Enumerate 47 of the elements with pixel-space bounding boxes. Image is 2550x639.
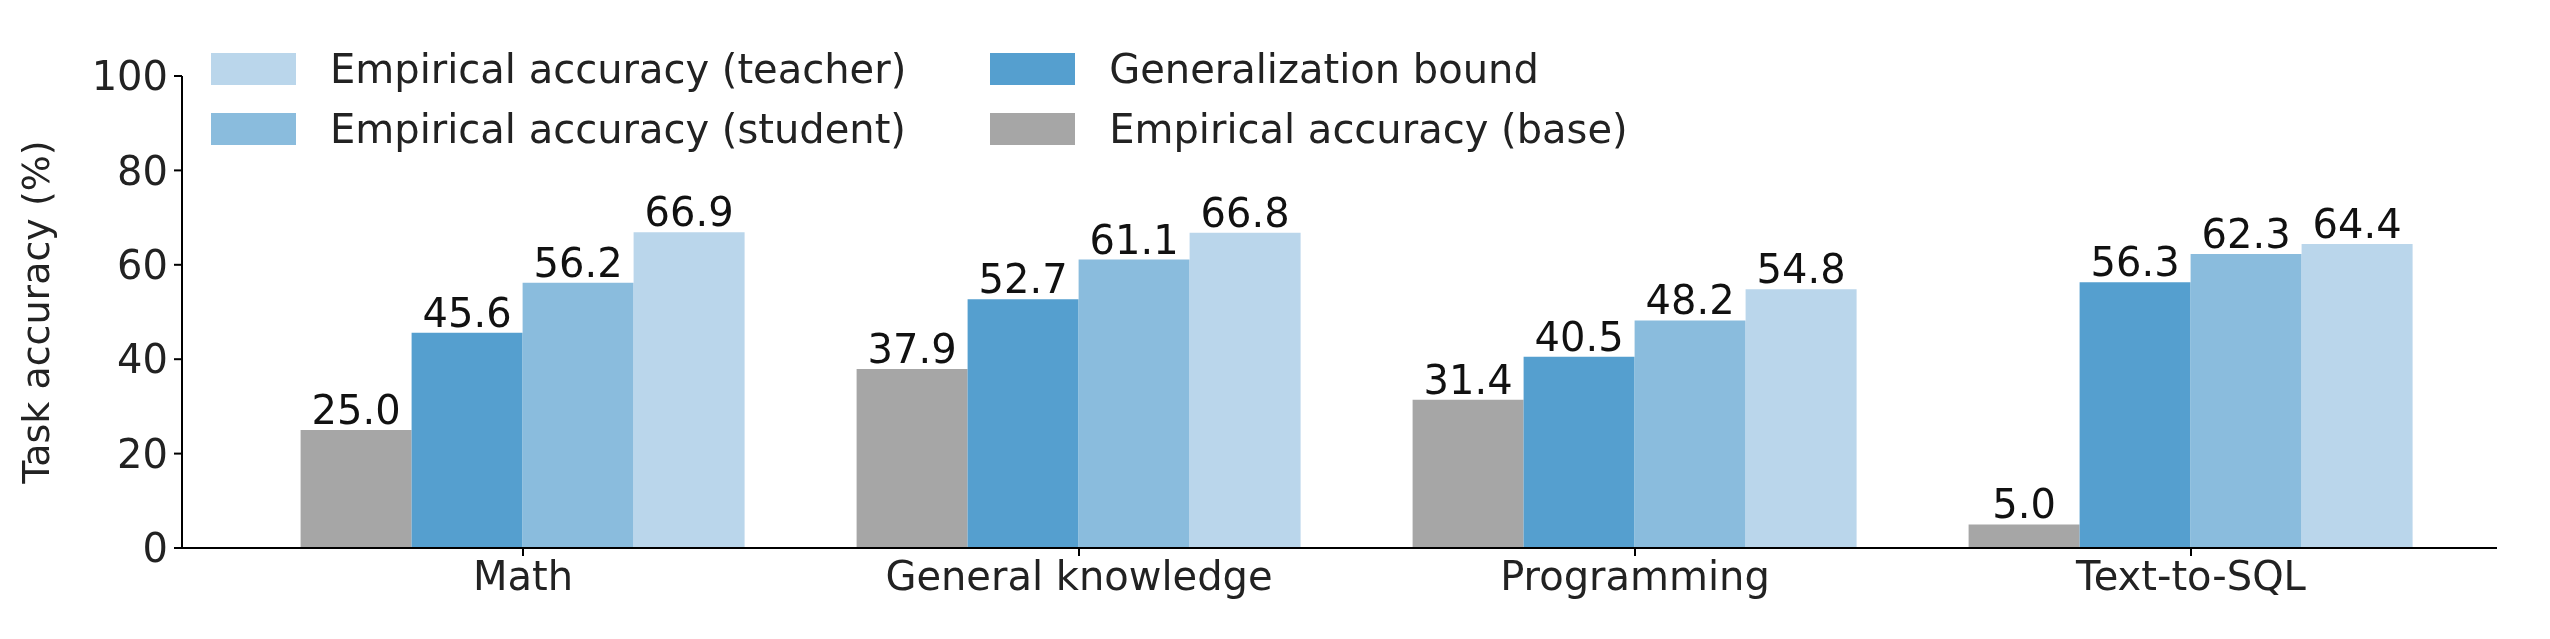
data-label: 40.5 (1534, 313, 1624, 360)
bar (1968, 524, 2080, 548)
data-label: 25.0 (311, 387, 401, 433)
y-tick-label: 20 (117, 430, 168, 477)
data-label: 52.7 (978, 256, 1068, 303)
y-tick-label: 0 (142, 525, 168, 572)
bar (300, 430, 412, 548)
y-axis-title: Task accuracy (%) (14, 140, 59, 485)
data-label: 66.9 (644, 189, 734, 236)
data-label: 48.2 (1645, 277, 1735, 324)
bar (411, 332, 523, 548)
data-label: 56.2 (533, 239, 623, 286)
y-tick-label: 40 (117, 336, 168, 383)
legend-label: Generalization bound (1109, 46, 1539, 92)
bar (522, 282, 634, 548)
legend-label: Empirical accuracy (base) (1109, 106, 1628, 152)
data-label: 62.3 (2201, 210, 2291, 257)
bar (1745, 289, 1857, 548)
bar (1078, 259, 1190, 548)
bar (1523, 356, 1635, 548)
data-label: 64.4 (2312, 201, 2402, 248)
data-label: 31.4 (1423, 356, 1513, 403)
bar (856, 369, 968, 548)
data-label: 54.8 (1756, 246, 1846, 293)
data-label: 66.8 (1200, 189, 1290, 236)
y-tick-label: 80 (117, 147, 168, 194)
bar (633, 232, 745, 548)
x-tick-label: Programming (1500, 553, 1770, 600)
y-tick-label: 100 (91, 53, 168, 100)
bar (967, 299, 1079, 548)
data-label: 56.3 (2090, 239, 2180, 286)
data-label: 37.9 (867, 326, 957, 373)
x-tick-label: Math (472, 553, 574, 600)
legend-label: Empirical accuracy (student) (330, 106, 906, 152)
bar (1634, 320, 1746, 548)
x-tick-label: Text-to-SQL (2075, 553, 2307, 600)
data-label: 45.6 (422, 289, 512, 336)
bar (1189, 232, 1301, 548)
legend-label: Empirical accuracy (teacher) (330, 46, 907, 92)
bar (1412, 399, 1524, 548)
bar (2190, 253, 2302, 548)
y-tick-label: 60 (117, 242, 168, 288)
bar (2079, 282, 2191, 548)
data-label: 5.0 (1992, 481, 2056, 528)
data-label: 61.1 (1089, 216, 1179, 263)
bar (2301, 244, 2413, 548)
x-tick-label: General knowledge (885, 553, 1273, 600)
